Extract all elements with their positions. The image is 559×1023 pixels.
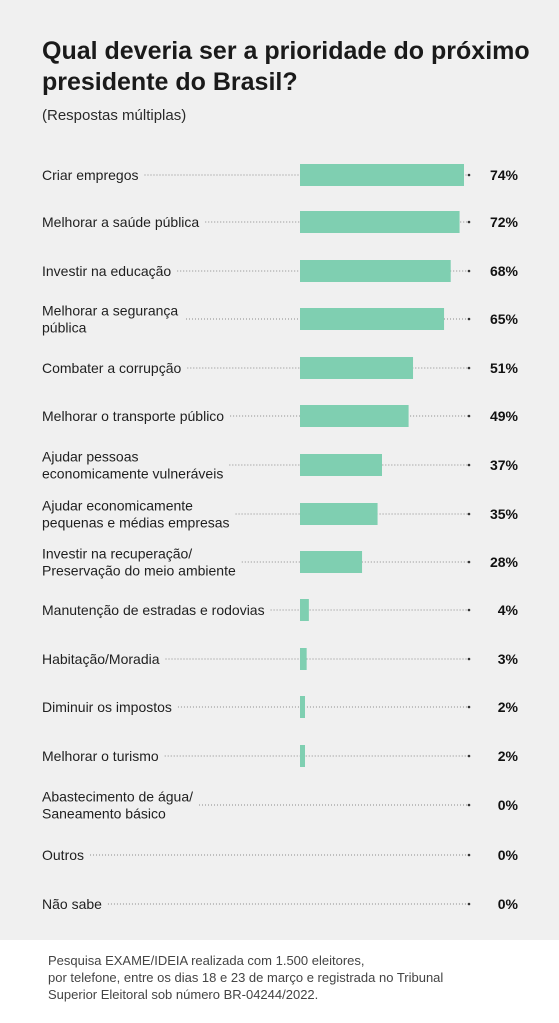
category-label: Criar empregos <box>42 167 138 183</box>
value-label: 68% <box>490 263 519 279</box>
leader-dot <box>467 853 471 857</box>
bar <box>300 211 460 233</box>
leader-dot <box>467 220 471 224</box>
category-label: Melhorar o transporte público <box>42 408 224 424</box>
category-label: Não sabe <box>42 896 102 912</box>
chart-title: Qual deveria ser a prioridade do próximo… <box>42 37 530 96</box>
bar <box>300 503 378 525</box>
bar <box>300 405 409 427</box>
source-note-line: Superior Eleitoral sob número BR-04244/2… <box>48 987 319 1002</box>
category-label: economicamente vulneráveis <box>42 466 223 482</box>
leader-dot <box>467 803 471 807</box>
leader-dot <box>467 902 471 906</box>
bar <box>300 551 363 573</box>
value-label: 3% <box>498 651 519 667</box>
leader-dot <box>467 366 471 370</box>
value-label: 4% <box>498 602 519 618</box>
category-label: Manutenção de estradas e rodovias <box>42 602 265 618</box>
source-note-line: por telefone, entre os dias 18 e 23 de m… <box>48 970 444 985</box>
category-label: Investir na educação <box>42 263 171 279</box>
value-label: 0% <box>498 797 519 813</box>
value-label: 0% <box>498 896 519 912</box>
leader-dot <box>467 560 471 564</box>
leader-dot <box>467 754 471 758</box>
category-label: Saneamento básico <box>42 806 166 822</box>
leader-dot <box>467 463 471 467</box>
leader-dot <box>467 317 471 321</box>
bar <box>300 648 307 670</box>
value-label: 49% <box>490 408 519 424</box>
category-label: Melhorar a segurança <box>42 303 178 319</box>
leader-dot <box>467 269 471 273</box>
leader-dot <box>467 414 471 418</box>
bar <box>300 164 464 186</box>
category-label: Combater a corrupção <box>42 360 182 376</box>
value-label: 0% <box>498 847 519 863</box>
category-label: Investir na recuperação/ <box>42 546 192 562</box>
bar <box>300 454 382 476</box>
leader-dot <box>467 705 471 709</box>
bar <box>300 696 305 718</box>
value-label: 2% <box>498 699 519 715</box>
leader-dot <box>467 512 471 516</box>
bar <box>300 308 445 330</box>
value-label: 72% <box>490 214 519 230</box>
value-label: 28% <box>490 554 519 570</box>
category-label: Habitação/Moradia <box>42 651 160 667</box>
value-label: 2% <box>498 748 519 764</box>
leader-dot <box>467 173 471 177</box>
value-label: 37% <box>490 457 519 473</box>
category-label: Ajudar economicamente <box>42 498 193 514</box>
bar <box>300 599 309 621</box>
category-label: pequenas e médias empresas <box>42 515 230 531</box>
bar <box>300 260 451 282</box>
chart-subtitle: (Respostas múltiplas) <box>42 107 187 124</box>
source-note-line: Pesquisa EXAME/IDEIA realizada com 1.500… <box>48 953 365 968</box>
leader-dot <box>467 608 471 612</box>
value-label: 35% <box>490 506 519 522</box>
bar-chart: Criar empregos 74% Melhorar a saúde públic… <box>42 164 519 912</box>
bar <box>300 745 305 767</box>
category-label: Diminuir os impostos <box>42 699 172 715</box>
category-label: Ajudar pessoas <box>42 449 139 465</box>
category-label: Abastecimento de água/ <box>42 789 193 805</box>
category-label: Melhorar a saúde pública <box>42 214 199 230</box>
value-label: 74% <box>490 167 519 183</box>
category-label: Preservação do meio ambiente <box>42 563 236 579</box>
value-label: 65% <box>490 311 519 327</box>
chart-card: Qual deveria ser a prioridade do próximo… <box>0 0 559 940</box>
leader-dot <box>467 657 471 661</box>
category-label: Melhorar o turismo <box>42 748 159 764</box>
bar <box>300 357 414 379</box>
category-label: Outros <box>42 847 84 863</box>
source-note: Pesquisa EXAME/IDEIA realizada com 1.500… <box>48 952 528 1003</box>
category-label: pública <box>42 320 87 336</box>
value-label: 51% <box>490 360 519 376</box>
